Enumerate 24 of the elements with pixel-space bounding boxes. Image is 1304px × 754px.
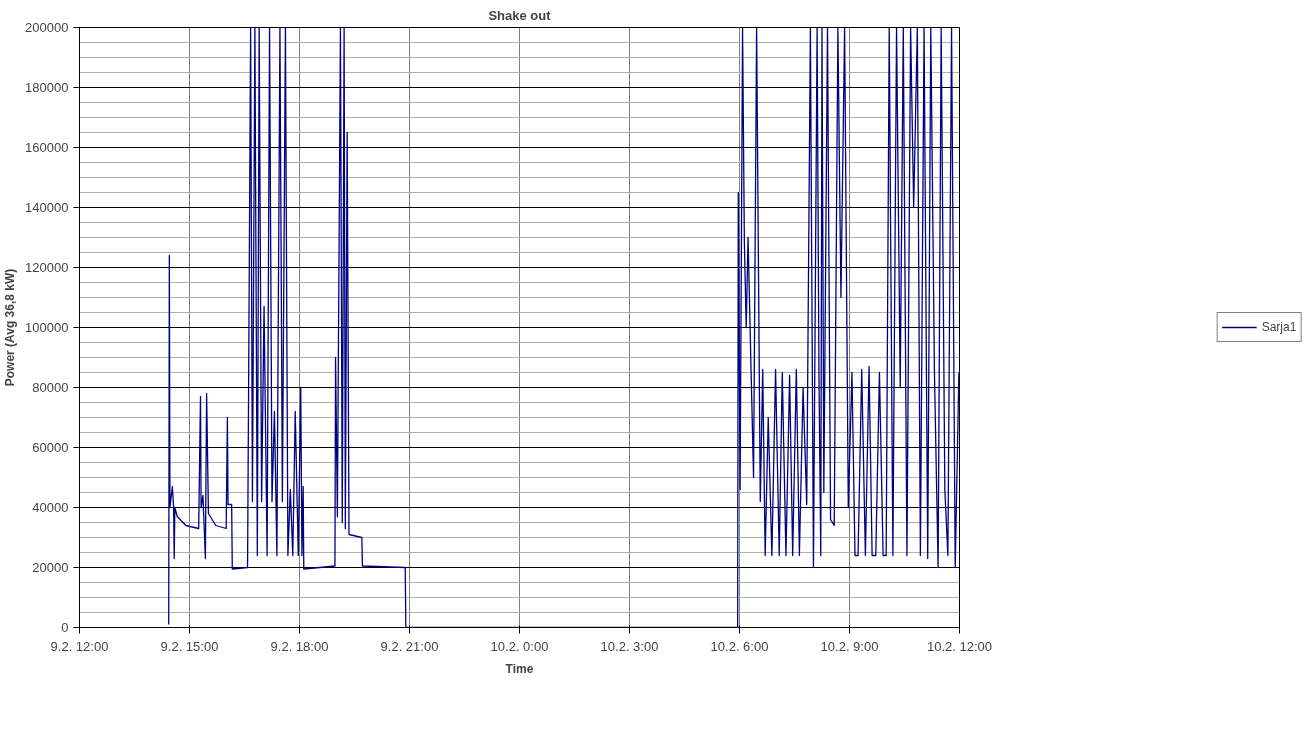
legend-label: Sarja1 [1261, 320, 1297, 334]
y-tick-label: 60000 [32, 440, 69, 455]
x-tick-label: 10.2. 3:00 [600, 638, 659, 654]
y-tick-label: 0 [61, 620, 69, 635]
x-tick-label: 9.2. 12:00 [50, 638, 109, 654]
y-tick-label: 40000 [32, 500, 69, 515]
y-tick-label: 100000 [25, 320, 69, 335]
y-tick-label: 160000 [25, 140, 69, 155]
y-tick-label: 20000 [32, 560, 69, 575]
y-tick-label: 180000 [25, 80, 69, 95]
x-tick-label: 10.2. 6:00 [710, 638, 769, 654]
x-tick-label: 10.2. 12:00 [926, 638, 993, 654]
x-tick-label: 9.2. 15:00 [160, 638, 219, 654]
x-axis-title: Time [505, 661, 534, 676]
y-tick-label: 80000 [32, 380, 69, 395]
x-tick-label: 9.2. 21:00 [380, 638, 439, 654]
x-tick-label: 10.2. 9:00 [820, 638, 879, 654]
x-tick-label: 10.2. 0:00 [490, 638, 549, 654]
y-tick-label: 200000 [25, 20, 69, 35]
y-axis-title: Power (Avg 36,8 kW) [3, 268, 18, 387]
x-tick-label: 9.2. 18:00 [270, 638, 329, 654]
y-tick-label: 140000 [25, 200, 69, 215]
y-tick-label: 120000 [25, 260, 69, 275]
chart-title: Shake out [488, 7, 552, 23]
